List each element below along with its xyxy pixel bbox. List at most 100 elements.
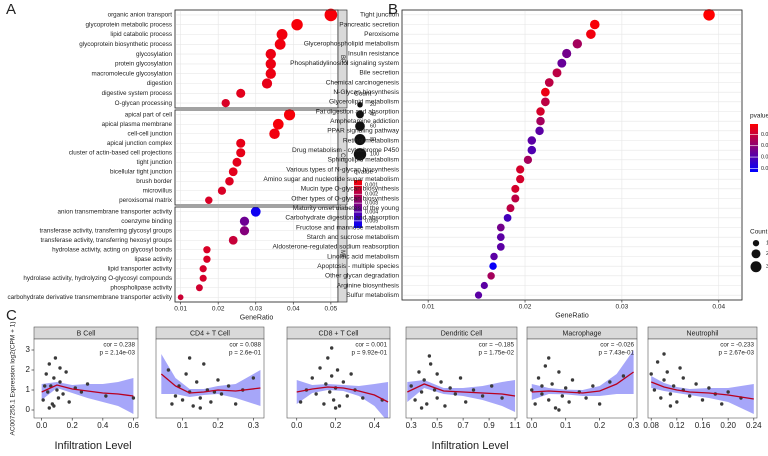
point [570,378,575,382]
point [419,390,424,394]
x-tick-label: 0.4 [369,421,381,430]
legend-label: 40 [370,112,376,118]
point [591,384,595,388]
legend-label: 20 [370,102,376,108]
point [536,376,541,380]
legend-label: 10 [766,241,768,247]
term-label: apical junction complex [107,140,173,147]
x-tick-label: 0.0 [526,421,538,430]
point [480,394,485,398]
x-tick-label: 0.03 [616,304,629,311]
dot [228,167,238,177]
point [324,382,328,386]
annotation: p = 1.75e-02 [478,350,514,357]
x-tick-label: 0.2 [67,421,79,430]
point [700,398,705,402]
point [58,380,62,384]
term-label: lipase activity [135,256,173,263]
colorbar-label: 0.003 [365,201,378,207]
term-label: anion transmembrane transporter activity [58,208,173,215]
legend-dot [751,249,761,259]
x-tick-label: 0.02 [212,306,225,313]
term-label: brush border [136,178,172,185]
dot [205,196,213,204]
point [417,370,421,374]
colorbar [354,180,362,228]
point [560,394,565,398]
dot [496,233,505,242]
plot-content [160,354,261,410]
x-tick-label: 0.05 [325,306,338,313]
dot [523,155,533,164]
point [500,396,504,400]
term-label: Amino sugar and nucleotide sugar metabol… [263,176,399,183]
term-label: Sulfur metabolism [346,292,399,299]
term-label: Starch and sucrose metabolism [307,234,400,241]
point [195,380,199,384]
dot [239,216,250,226]
legend-title: Count [750,229,768,236]
x-tick-label: 0.9 [484,421,496,430]
dot [269,128,280,140]
point [337,404,342,408]
point [428,362,433,366]
point [187,356,192,360]
point [720,402,724,406]
point [173,394,178,398]
strip-title: Macrophage [563,330,602,337]
point [694,382,698,386]
fit-line [160,373,261,394]
point [310,376,314,380]
term-label: glycosylation [136,51,173,58]
term-label: transferase activity, transferring hexos… [41,237,172,244]
legend-label: 20 [766,251,768,257]
fit-line [407,383,516,397]
point [184,372,188,376]
term-label: Pancreatic secretion [339,21,399,28]
point [328,390,332,394]
point [655,360,660,364]
term-label: glycoprotein metabolic process [86,21,172,28]
x-tick-label: 0.3 [628,421,640,430]
colorbar-label: 0.001 [365,183,378,189]
point [104,394,108,398]
dot [703,9,715,21]
point [191,404,195,408]
colorbar [750,124,758,172]
point [652,388,657,392]
point [427,354,432,358]
point [331,398,336,402]
dot [527,136,537,145]
point [668,392,673,396]
term-label: digestion [147,80,173,87]
dot [489,262,497,270]
point [409,384,413,388]
point [439,380,443,384]
dot [324,8,338,22]
point [314,392,318,396]
point [464,400,468,404]
term-label: Other types of O-glycan biosynthesis [291,195,399,202]
term-label: hydrolase activity, hydrolyzing O-glycos… [23,275,172,282]
term-label: cluster of actin-based cell projections [69,149,172,156]
legend-dot [750,261,762,273]
point [443,404,447,408]
legend-label: 100 [370,152,379,158]
term-label: cell-cell junction [128,130,173,137]
dot [177,294,184,301]
strip-title: B Cell [77,330,96,337]
annotation: cor = −0.185 [479,342,515,349]
point [557,408,561,412]
x-tick-label: 0.3 [248,421,260,430]
term-label: organic anion transport [108,12,173,19]
dot [535,126,544,136]
point [671,384,676,388]
dot [225,176,234,186]
dot [541,97,550,107]
legend-dot [353,148,367,161]
legend-title: Count [354,91,372,98]
term-label: digestive system process [102,90,172,97]
fit-line [650,381,754,400]
point [61,392,65,396]
